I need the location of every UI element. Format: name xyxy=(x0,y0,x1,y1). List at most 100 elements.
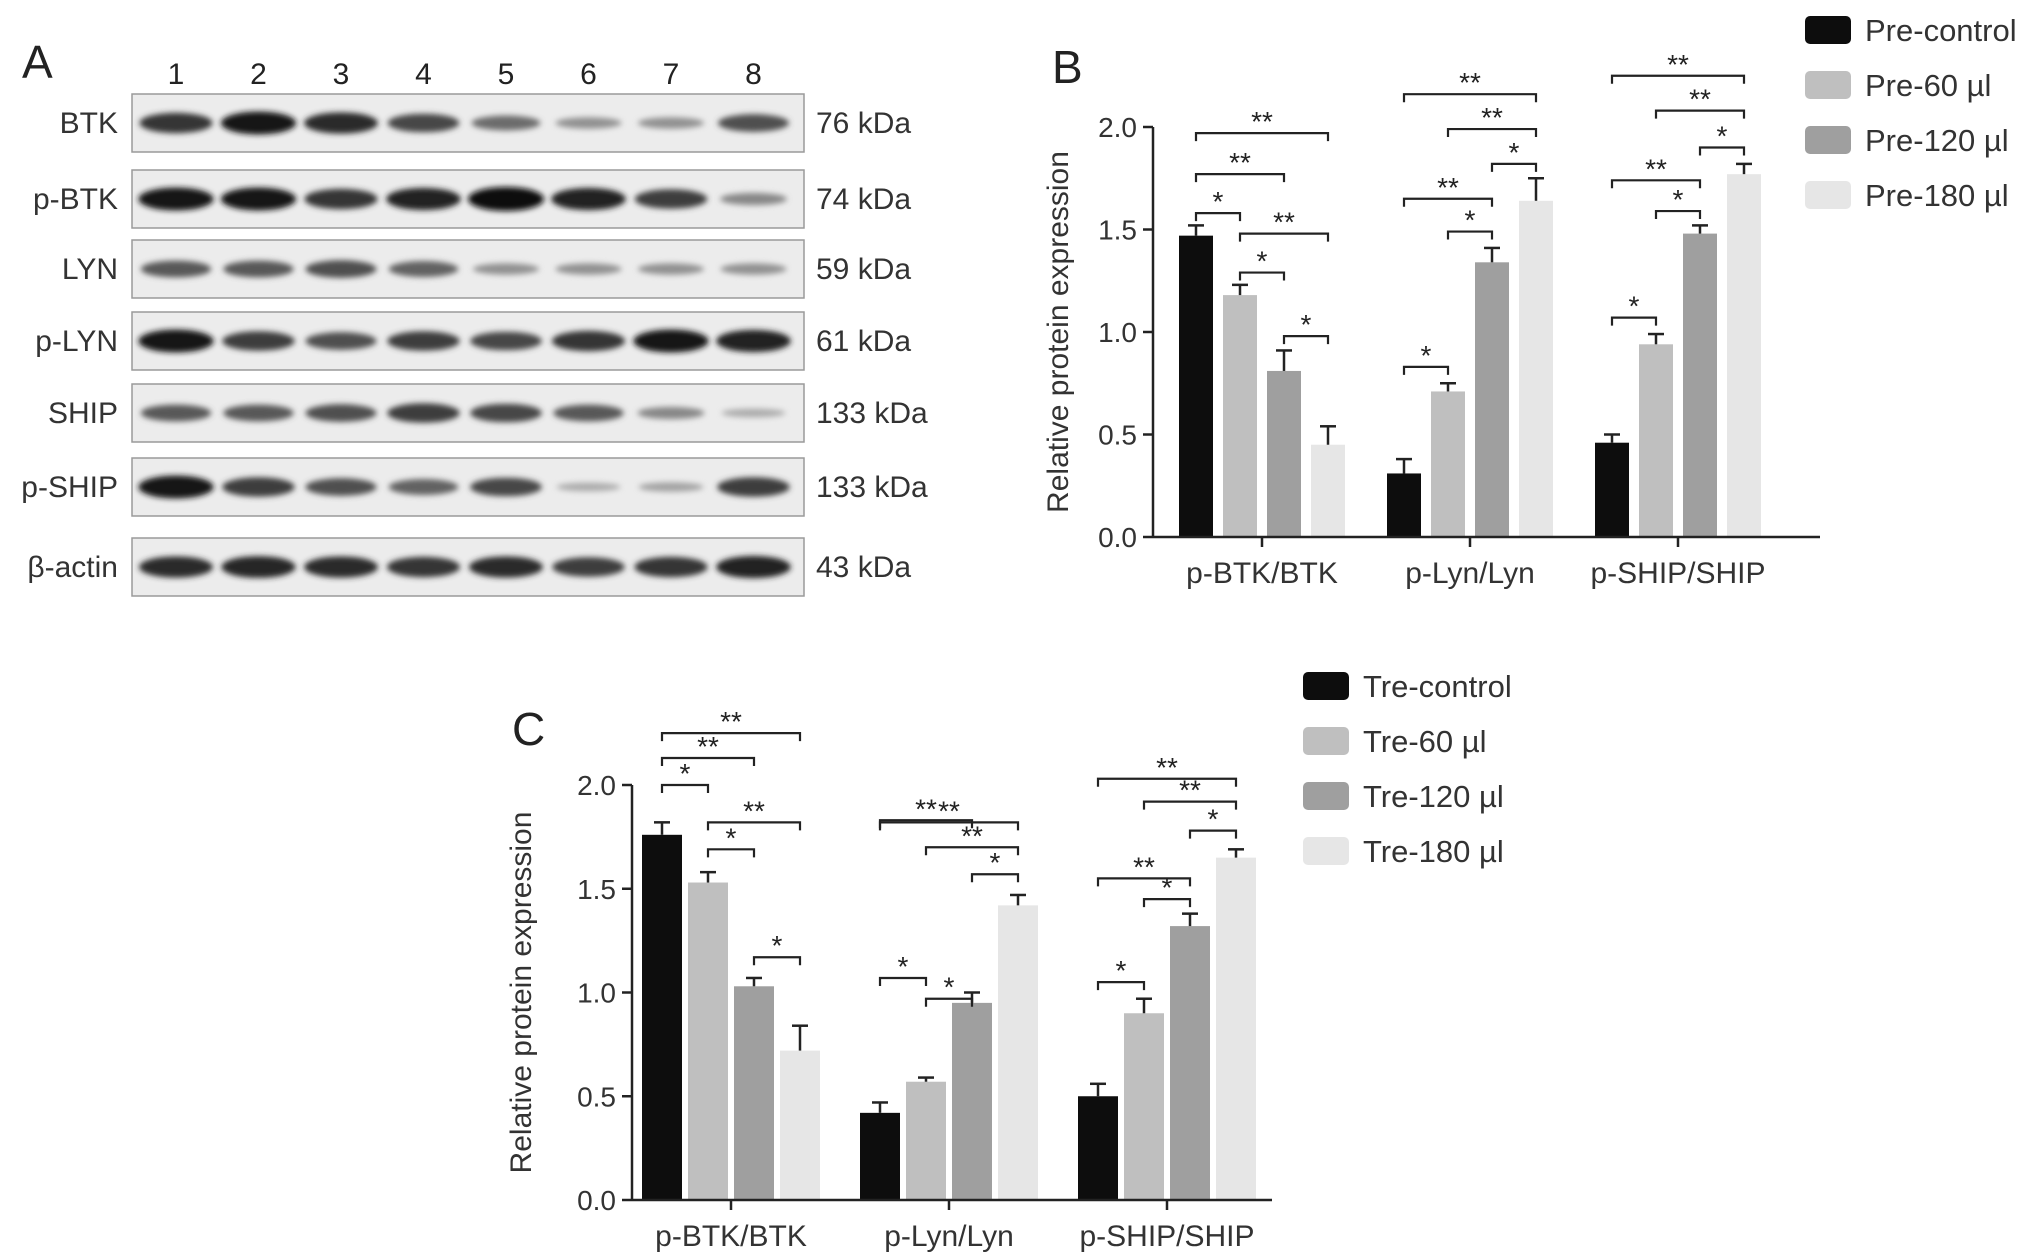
significance-bracket: * xyxy=(1490,137,1538,172)
bracket-line xyxy=(1188,829,1238,839)
significance-marker: * xyxy=(772,930,783,961)
bracket-line xyxy=(1654,109,1746,119)
significance-bracket: ** xyxy=(1446,102,1538,138)
bracket-line xyxy=(1194,212,1242,222)
significance-marker: * xyxy=(1116,955,1127,986)
bracket-line xyxy=(1282,335,1330,345)
blot-row-6: p-SHIP 133 kDa xyxy=(21,457,928,517)
blot-band xyxy=(556,482,621,492)
blot-band xyxy=(716,329,791,353)
blot-band xyxy=(138,187,214,211)
bar-3-2 xyxy=(952,1002,992,1200)
blot-band xyxy=(304,188,378,210)
significance-marker: * xyxy=(1465,205,1476,236)
significance-marker: * xyxy=(1257,246,1268,277)
significance-marker: ** xyxy=(743,795,765,826)
blot-size-label: 76 kDa xyxy=(816,107,911,140)
significance-bracket: * xyxy=(1238,246,1286,281)
significance-bracket: * xyxy=(1282,309,1330,345)
significance-bracket: * xyxy=(1654,184,1702,220)
significance-marker: ** xyxy=(1459,67,1481,98)
y-tick-label: 0.0 xyxy=(577,1185,616,1216)
panel-c-chart: C 0.0 0.5 1.0 1.5 2.0 p-BTK/BTK p-Lyn/Lyn p-SHIP… xyxy=(505,669,1512,1253)
significance-marker: ** xyxy=(1437,172,1459,203)
y-axis-label: Relative protein expression xyxy=(505,812,538,1174)
significance-bracket: ** xyxy=(660,731,756,767)
blot-band xyxy=(555,117,622,129)
blot-band xyxy=(387,403,460,423)
blot-protein-label: β-actin xyxy=(27,551,118,584)
legend-swatch-4 xyxy=(1805,181,1851,209)
lane-number-8: 8 xyxy=(745,58,762,91)
lane-number-7: 7 xyxy=(663,58,680,91)
blot-band xyxy=(634,189,708,209)
lane-number-2: 2 xyxy=(250,58,267,91)
bracket-line xyxy=(1610,316,1658,326)
blot-band xyxy=(222,331,295,351)
significance-bracket: ** xyxy=(1402,67,1538,103)
blot-band xyxy=(469,556,543,578)
significance-bracket: * xyxy=(1446,205,1494,240)
significance-marker: * xyxy=(1213,186,1224,217)
bracket-line xyxy=(1446,230,1494,240)
bracket-line xyxy=(706,821,802,831)
significance-marker: * xyxy=(1673,184,1684,215)
blot-band xyxy=(637,263,705,275)
x-category-label: p-BTK/BTK xyxy=(655,1220,807,1253)
blot-band xyxy=(221,556,296,578)
significance-bracket: * xyxy=(1096,955,1146,991)
blot-band xyxy=(139,112,213,134)
blot-band xyxy=(220,111,297,135)
x-category-label: p-BTK/BTK xyxy=(1186,557,1338,590)
bracket-line xyxy=(1142,898,1192,908)
significance-marker: ** xyxy=(1481,102,1503,133)
significance-marker: * xyxy=(1301,309,1312,340)
legend-swatch-2 xyxy=(1805,71,1851,99)
blot-band xyxy=(634,556,708,578)
bracket-line xyxy=(1490,162,1538,172)
blot-band xyxy=(138,475,214,499)
significance-bracket: ** xyxy=(660,706,802,742)
significance-bracket: * xyxy=(1610,291,1658,326)
significance-bracket: * xyxy=(878,951,928,986)
blot-size-label: 61 kDa xyxy=(816,325,911,358)
bracket-line xyxy=(1402,365,1450,375)
blot-band xyxy=(470,403,542,423)
bracket-line xyxy=(1238,232,1330,242)
bracket-line xyxy=(878,976,928,986)
blot-band xyxy=(717,114,790,132)
blot-band xyxy=(305,404,377,422)
panel-b-chart: B 0.0 0.5 1.0 1.5 2.0 p-BTK/BTK p-Lyn/Lyn p-SHIP… xyxy=(1042,13,2017,590)
blot-band xyxy=(138,329,214,353)
bar-3-3 xyxy=(1170,926,1210,1200)
legend-entry-3: Pre-120 µl xyxy=(1865,123,2009,158)
bracket-line xyxy=(1142,800,1238,810)
significance-marker: * xyxy=(1162,872,1173,903)
legend-swatch-1 xyxy=(1805,16,1851,44)
blot-band xyxy=(223,260,294,278)
blot-band xyxy=(220,187,297,211)
legend-swatch-4 xyxy=(1303,837,1349,865)
blot-band xyxy=(304,112,378,134)
blot-size-label: 59 kDa xyxy=(816,253,911,286)
y-tick-label: 0.5 xyxy=(577,1081,616,1112)
legend-swatch-1 xyxy=(1303,672,1349,700)
significance-marker: ** xyxy=(1273,207,1295,238)
x-category-label: p-Lyn/Lyn xyxy=(884,1220,1014,1253)
blot-row-2: p-BTK 74 kDa xyxy=(33,169,911,229)
bar-3-2 xyxy=(1475,262,1509,537)
panel-a-western-blot: A 1 2 3 4 5 6 7 8 BTK 76 kDa p-BTK 74 kDa LYN 59 kDa p-… xyxy=(21,36,928,597)
significance-marker: ** xyxy=(1667,49,1689,80)
bracket-line xyxy=(878,821,1020,831)
y-tick-label: 1.0 xyxy=(1098,317,1137,348)
bracket-line xyxy=(1194,132,1330,142)
y-tick-label: 1.0 xyxy=(577,978,616,1009)
blot-size-label: 74 kDa xyxy=(816,183,911,216)
significance-marker: * xyxy=(1717,121,1728,152)
significance-marker: ** xyxy=(1133,851,1155,882)
significance-bracket: * xyxy=(970,847,1020,883)
blot-protein-label: p-SHIP xyxy=(21,471,118,504)
lane-number-1: 1 xyxy=(168,58,185,91)
blot-band xyxy=(387,331,460,351)
bar-3-3 xyxy=(1683,233,1717,537)
